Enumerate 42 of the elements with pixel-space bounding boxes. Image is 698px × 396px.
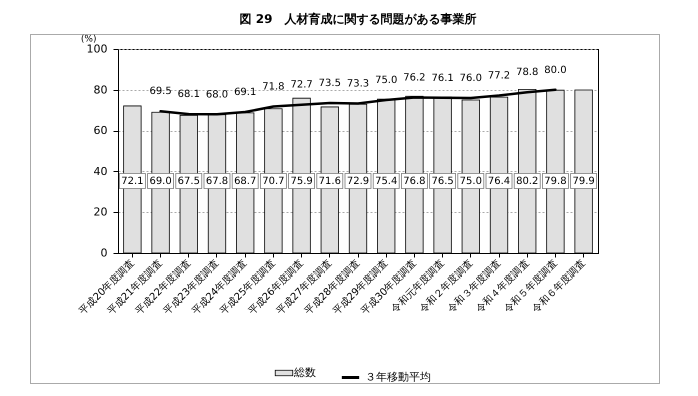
data-label: 75.0 [375, 75, 398, 86]
data-label: 69.5 [149, 86, 172, 98]
data-label: 72.7 [290, 80, 313, 91]
data-label: 79.9 [572, 176, 595, 187]
data-label: 68.1 [178, 89, 200, 100]
data-label: 80.0 [544, 64, 567, 76]
data-label: 79.8 [544, 176, 567, 187]
data-label: 76.5 [431, 176, 454, 187]
data-label: 69.0 [149, 176, 172, 187]
y-tick-label: 60 [94, 124, 108, 138]
data-label: 80.2 [516, 176, 538, 187]
data-label: 70.7 [262, 176, 285, 187]
data-label: 75.9 [290, 176, 313, 187]
data-label: 72.1 [121, 176, 144, 187]
data-label: 76.0 [460, 72, 482, 84]
data-label: 73.5 [318, 78, 341, 90]
data-label: 68.0 [206, 89, 228, 100]
chart-title: 図 29 人材育成に関する問題がある事業所 [240, 12, 476, 26]
y-tick-label: 20 [94, 206, 108, 219]
data-label: 73.3 [346, 78, 370, 90]
data-label: 76.1 [431, 72, 454, 84]
legend-label: 総数 [293, 366, 316, 379]
data-label: 76.8 [403, 176, 426, 187]
data-label: 71.8 [262, 82, 285, 93]
data-label: 69.1 [234, 87, 256, 98]
y-tick-label: 40 [94, 164, 108, 178]
y-tick-label: 80 [94, 83, 108, 96]
y-axis-title: (%) [80, 34, 96, 44]
data-label: 76.4 [488, 176, 510, 187]
data-label: 67.5 [178, 176, 200, 187]
data-label: 78.8 [516, 67, 538, 78]
data-label: 67.8 [206, 176, 228, 187]
data-label: 75.4 [375, 176, 398, 187]
y-tick-label: 0 [100, 246, 108, 260]
data-label: 75.0 [460, 176, 482, 187]
legend-label: ３年移動平均 [365, 370, 431, 384]
data-label: 71.6 [318, 176, 341, 187]
data-label: 72.9 [346, 176, 370, 187]
data-label: 68.7 [234, 176, 256, 187]
data-label: 76.2 [403, 72, 426, 84]
data-label: 77.2 [488, 70, 510, 82]
y-tick-label: 100 [86, 42, 108, 56]
